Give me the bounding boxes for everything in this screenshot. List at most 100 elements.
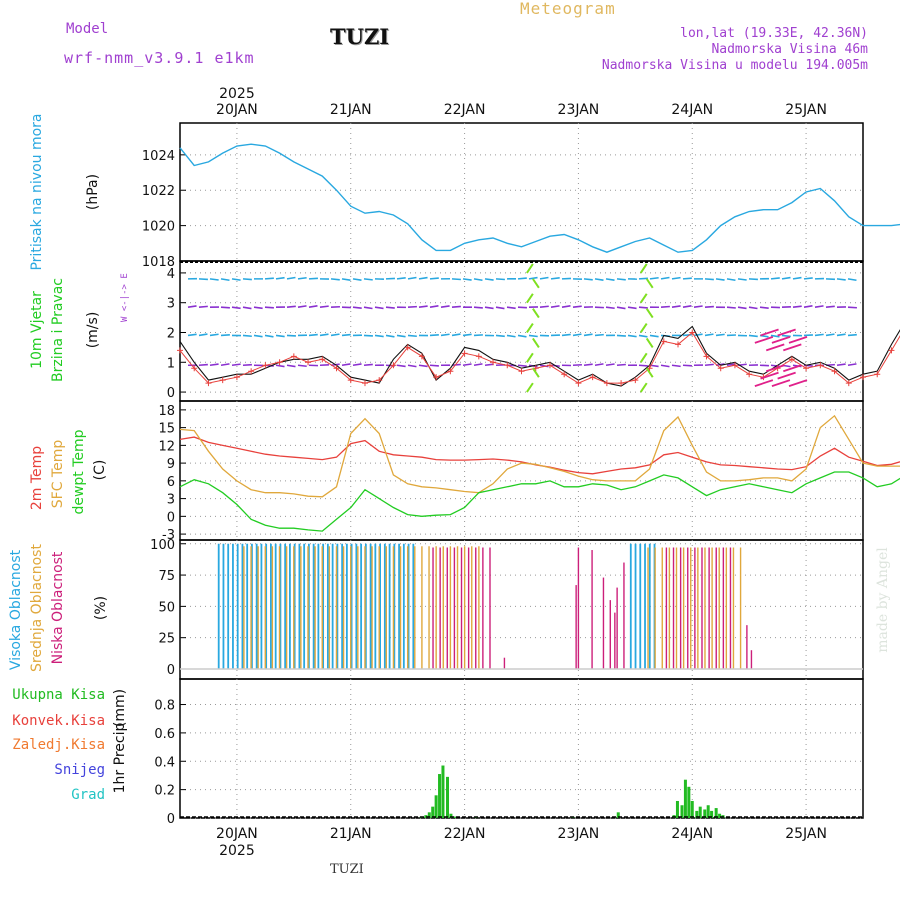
wind-arrow bbox=[275, 334, 285, 338]
wind-arrow bbox=[528, 276, 538, 280]
precip-bar bbox=[675, 800, 679, 818]
wind-arrow bbox=[550, 305, 560, 308]
y-tick-label-wind: 1 bbox=[167, 356, 175, 371]
y-tick-label-wind: 0 bbox=[167, 386, 175, 401]
wind-arrow bbox=[792, 305, 802, 308]
panel-frame-wind bbox=[179, 260, 864, 402]
wind-gust-marker bbox=[717, 365, 724, 372]
wind-gust-marker bbox=[546, 362, 553, 369]
wind-gust-marker bbox=[675, 341, 682, 348]
wind-arrow bbox=[792, 276, 802, 280]
wind-arrow bbox=[770, 364, 780, 368]
wind-arrow bbox=[693, 305, 703, 308]
wind-arrow bbox=[682, 364, 692, 367]
wind-arrow bbox=[847, 363, 857, 367]
pressure-axis-title: Pritisak na nivou mora bbox=[29, 113, 45, 270]
wind-arrow bbox=[385, 334, 395, 338]
cloud-unit-label: (%) bbox=[93, 596, 109, 620]
wind-arrow bbox=[704, 278, 714, 281]
wind-compass-label: W <-|-> E bbox=[120, 273, 130, 322]
precip-bar bbox=[424, 815, 428, 818]
wind-gust-marker bbox=[461, 350, 468, 357]
wind-arrow-strong bbox=[777, 328, 796, 337]
wind-arrow-strong bbox=[788, 379, 808, 387]
wind-arrow-burst bbox=[532, 367, 540, 378]
wind-arrow bbox=[638, 277, 648, 280]
y-tick-label-temperature: 9 bbox=[167, 457, 175, 472]
wind-arrow bbox=[198, 333, 208, 337]
precip-bar bbox=[690, 800, 694, 818]
wind-arrow bbox=[352, 278, 362, 281]
wind-arrow bbox=[627, 334, 637, 338]
wind-arrow-burst bbox=[526, 322, 534, 334]
wind-gust-marker bbox=[731, 362, 738, 369]
pressure-unit-label: (hPa) bbox=[85, 174, 101, 210]
wind-arrow bbox=[770, 334, 780, 338]
y-tick-label-precip: 0.2 bbox=[154, 784, 175, 799]
wind-axis-title-2: Brzina i Pravac bbox=[50, 278, 66, 382]
precip-bar bbox=[427, 812, 431, 818]
wind-arrow bbox=[682, 333, 692, 337]
wind-arrow bbox=[825, 305, 835, 308]
wind-arrow bbox=[737, 278, 747, 281]
y-tick-label-wind: 3 bbox=[167, 297, 175, 312]
temp-2m-axis-title: 2m Temp bbox=[29, 446, 45, 510]
wind-gust-marker bbox=[177, 347, 183, 354]
wind-arrow bbox=[484, 278, 494, 281]
precip-bar bbox=[431, 806, 435, 818]
wind-arrow bbox=[583, 333, 593, 337]
temp-dew-axis-title: dewpt Temp bbox=[71, 429, 87, 514]
wind-gust-marker bbox=[319, 356, 326, 363]
wind-gust-marker bbox=[632, 377, 639, 384]
day-label-bottom: 25JAN bbox=[785, 826, 827, 842]
wind-speed-line bbox=[179, 325, 900, 387]
wind-gust-marker bbox=[447, 368, 454, 375]
precip-legend-item: Zaledj.Kisa bbox=[12, 737, 105, 753]
wind-arrow bbox=[231, 278, 241, 281]
day-label-bottom: 24JAN bbox=[671, 826, 713, 842]
wind-arrow bbox=[539, 276, 549, 280]
wind-arrow bbox=[660, 364, 670, 368]
wind-arrow bbox=[682, 277, 692, 280]
wind-arrow bbox=[737, 306, 747, 310]
precip-unit-label: (mm) bbox=[112, 689, 128, 727]
wind-arrow bbox=[297, 364, 307, 368]
wind-arrow-burst bbox=[526, 352, 534, 363]
wind-gust-marker bbox=[233, 374, 240, 381]
wind-arrow bbox=[572, 333, 582, 337]
wind-gust-marker bbox=[589, 374, 596, 381]
wind-arrow bbox=[506, 306, 516, 310]
wind-arrow bbox=[330, 278, 340, 281]
footer-station: TUZI bbox=[330, 862, 364, 877]
wind-arrow bbox=[649, 334, 659, 338]
wind-arrow bbox=[429, 305, 439, 308]
wind-arrow-burst bbox=[526, 382, 534, 393]
wind-gust-marker bbox=[746, 371, 753, 378]
day-label-bottom: 23JAN bbox=[558, 826, 600, 842]
wind-arrow bbox=[660, 276, 670, 280]
y-tick-label-temperature: 6 bbox=[167, 475, 175, 490]
wind-arrow bbox=[319, 333, 329, 337]
wind-arrow bbox=[297, 305, 307, 308]
wind-gust-marker bbox=[660, 338, 667, 345]
wind-gust-marker bbox=[831, 368, 838, 375]
wind-gust-marker bbox=[333, 365, 340, 372]
wind-arrow bbox=[363, 306, 373, 310]
wind-arrow-strong bbox=[765, 364, 785, 373]
wind-gust-marker bbox=[276, 359, 283, 366]
wind-arrow bbox=[627, 306, 637, 310]
wind-gust-marker bbox=[219, 377, 226, 384]
watermark: made by Angel bbox=[875, 547, 891, 653]
wind-arrow bbox=[363, 278, 373, 281]
day-label-bottom: 20JAN bbox=[216, 826, 258, 842]
y-tick-label-temperature: -3 bbox=[162, 528, 175, 543]
year-label-top: 2025 bbox=[219, 86, 255, 102]
wind-arrow bbox=[605, 278, 615, 281]
y-tick-label-clouds: 0 bbox=[167, 663, 175, 678]
wind-gust-marker bbox=[347, 377, 354, 384]
wind-arrow bbox=[319, 305, 329, 308]
year-label-bottom: 2025 bbox=[219, 843, 255, 859]
cloud-low-axis-title: Niska Oblacnost bbox=[50, 551, 66, 664]
wind-arrow bbox=[616, 278, 626, 281]
wind-arrow bbox=[649, 276, 659, 280]
